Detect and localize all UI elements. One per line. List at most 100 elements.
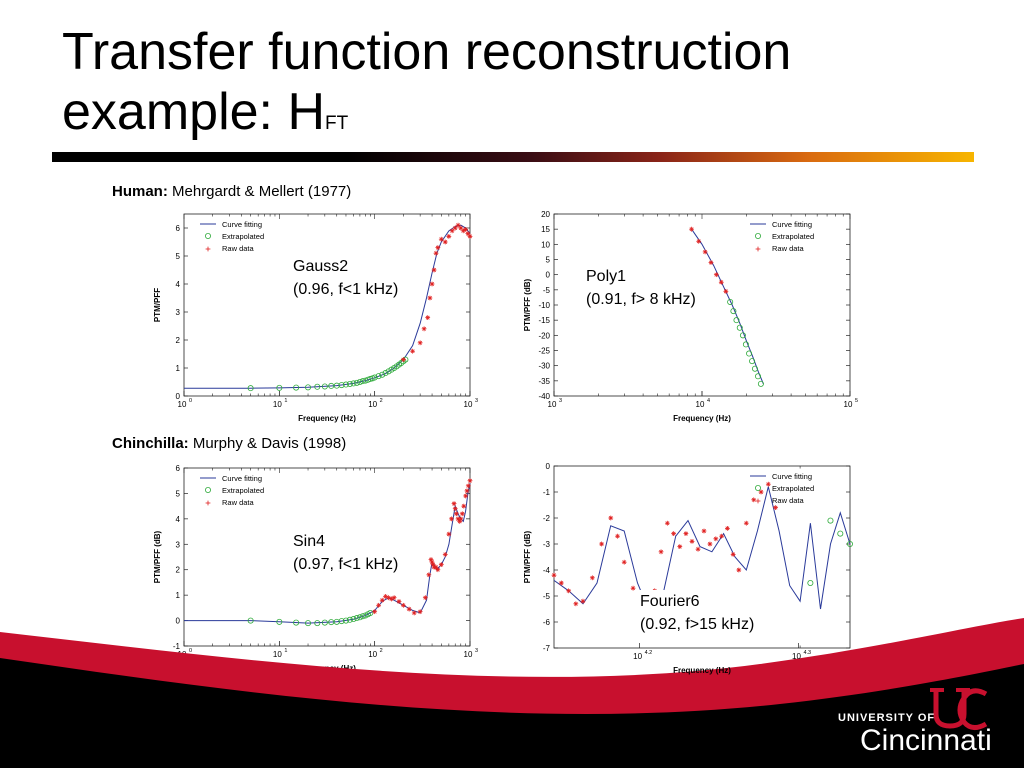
point-raw-data — [376, 602, 382, 608]
section-chinchilla-bold: Chinchilla: — [112, 435, 189, 452]
legend-extrap-label: Extrapolated — [772, 232, 814, 241]
x-axis-label: Frequency (Hz) — [673, 666, 731, 675]
point-extrapolated — [742, 341, 749, 348]
y-tick-label: -30 — [538, 362, 550, 371]
point-raw-data — [426, 572, 432, 578]
uc-logo-icon — [930, 688, 988, 730]
x-axis-label: Frequency (Hz) — [298, 414, 356, 423]
point-raw-data — [438, 236, 444, 242]
annotation-fourier6: Fourier6 (0.92, f>15 kHz) — [638, 590, 757, 636]
point-raw-data — [379, 597, 385, 603]
x-tick-exponent: 3 — [475, 398, 478, 404]
title-gradient-rule — [52, 152, 974, 162]
point-raw-data — [751, 497, 757, 503]
point-raw-data — [758, 489, 764, 495]
point-extrapolated — [807, 580, 814, 587]
x-tick-label: 10 — [368, 650, 377, 659]
point-raw-data — [708, 260, 714, 265]
point-extrapolated — [314, 620, 321, 627]
legend-raw-label: Raw data — [772, 244, 805, 253]
x-tick-label: 10 — [178, 400, 187, 409]
point-raw-data — [427, 295, 433, 301]
point-extrapolated — [321, 383, 328, 390]
point-raw-data — [773, 505, 778, 510]
point-raw-data — [713, 272, 719, 278]
annotation-sin4: Sin4 (0.97, f<1 kHz) — [291, 530, 401, 576]
x-tick-label: 10 — [368, 400, 377, 409]
point-raw-data — [421, 326, 427, 332]
annotation-poly1-model: Poly1 — [586, 268, 627, 285]
annotation-fourier6-fit: (0.92, f>15 kHz) — [640, 616, 755, 633]
point-raw-data — [621, 559, 627, 565]
point-raw-data — [551, 572, 557, 578]
legend-extrap-swatch — [754, 484, 761, 491]
point-extrapolated — [727, 298, 734, 305]
x-tick-label: 10 — [464, 650, 473, 659]
point-raw-data — [433, 250, 439, 256]
x-tick-exponent: 3 — [475, 648, 478, 654]
y-tick-label: 5 — [546, 256, 551, 265]
legend-extrap-label: Extrapolated — [222, 232, 264, 241]
y-tick-label: -35 — [538, 377, 550, 386]
x-tick-label: 10 — [844, 400, 853, 409]
point-raw-data — [465, 231, 471, 236]
x-tick-exponent: 1 — [284, 648, 287, 654]
point-raw-data — [461, 503, 467, 509]
legend-raw-swatch — [205, 500, 211, 506]
footer-wave — [0, 618, 1024, 768]
legend-raw-label: Raw data — [222, 498, 255, 507]
section-chinchilla: Chinchilla: Murphy & Davis (1998) — [112, 435, 346, 452]
point-raw-data — [446, 531, 452, 537]
x-tick-label: 10 — [633, 652, 642, 661]
point-extrapolated — [751, 365, 758, 372]
point-raw-data — [396, 599, 402, 604]
point-raw-data — [410, 348, 416, 354]
point-extrapolated — [746, 350, 753, 357]
legend-extrap-label: Extrapolated — [222, 486, 264, 495]
slide-title: Transfer function reconstruction example… — [62, 22, 791, 154]
y-tick-label: 4 — [176, 515, 181, 524]
x-tick-exponent: 2 — [380, 648, 383, 654]
x-tick-exponent: 4.3 — [803, 650, 811, 656]
y-tick-label: 10 — [541, 240, 550, 249]
point-raw-data — [719, 533, 725, 539]
point-raw-data — [696, 238, 702, 244]
x-tick-label: 10 — [273, 650, 282, 659]
y-tick-label: 3 — [176, 308, 181, 317]
legend-raw-label: Raw data — [772, 496, 805, 505]
legend-extrap-label: Extrapolated — [772, 484, 814, 493]
y-tick-label: -10 — [538, 301, 550, 310]
legend-raw-swatch — [755, 498, 761, 504]
point-extrapolated — [846, 541, 853, 548]
point-raw-data — [464, 488, 470, 494]
point-raw-data — [573, 601, 579, 607]
annotation-fourier6-model: Fourier6 — [640, 593, 700, 610]
point-extrapolated — [379, 371, 386, 378]
point-raw-data — [417, 609, 423, 615]
point-raw-data — [452, 225, 458, 231]
y-tick-label: -40 — [538, 392, 550, 401]
y-tick-label: -20 — [538, 331, 550, 340]
annotation-gauss2: Gauss2 (0.96, f<1 kHz) — [291, 255, 401, 301]
point-raw-data — [442, 239, 448, 245]
point-extrapolated — [346, 616, 353, 623]
logo-university-of: UNIVERSITY OF — [838, 712, 936, 724]
y-tick-label: 2 — [176, 336, 181, 345]
annotation-gauss2-model: Gauss2 — [293, 258, 349, 275]
point-raw-data — [411, 610, 417, 616]
title-line-1: Transfer function reconstruction — [62, 23, 792, 81]
x-tick-label: 10 — [273, 400, 282, 409]
point-raw-data — [599, 541, 605, 547]
annotation-sin4-fit: (0.97, f<1 kHz) — [293, 556, 399, 573]
y-tick-label: 0 — [546, 271, 551, 280]
point-extrapolated — [353, 615, 360, 622]
point-extrapolated — [755, 373, 762, 380]
point-raw-data — [438, 562, 444, 568]
point-raw-data — [435, 567, 441, 573]
point-extrapolated — [356, 378, 363, 385]
point-extrapolated — [350, 380, 357, 387]
point-extrapolated — [827, 517, 834, 524]
